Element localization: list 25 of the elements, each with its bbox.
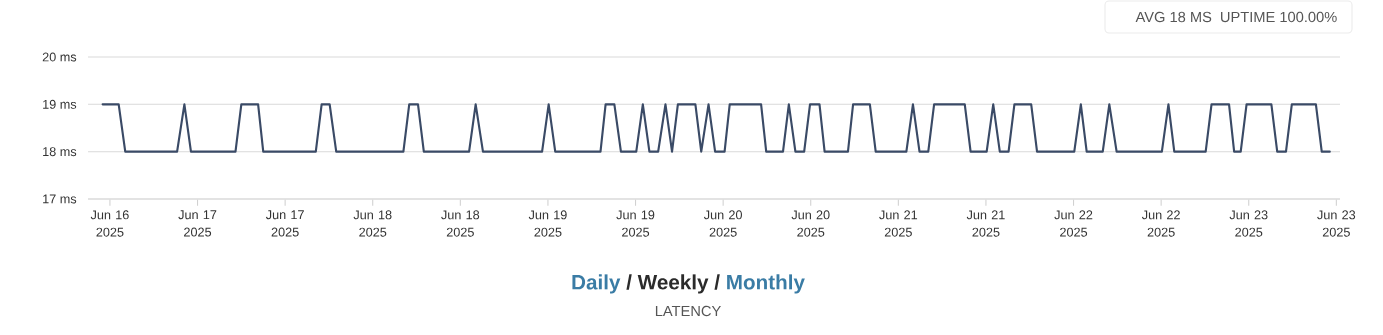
x-tick-label: Jun 22 2025 bbox=[1141, 210, 1180, 237]
y-tick-label: 19 ms bbox=[43, 99, 77, 109]
x-axis-title: LATENCY bbox=[655, 305, 721, 317]
text: UPTIME 100.00% bbox=[1221, 11, 1337, 23]
x-tick-label: Jun 17 2025 bbox=[178, 210, 217, 237]
x-tick-label: Jun 23 2025 bbox=[1229, 210, 1268, 237]
x-tick-label: Jun 16 2025 bbox=[90, 210, 129, 237]
x-tick-label: Jun 17 2025 bbox=[265, 210, 304, 237]
y-tick-label: 18 ms bbox=[43, 147, 77, 157]
x-tick-label: Jun 18 2025 bbox=[441, 210, 480, 237]
y-tick-label: 20 ms bbox=[42, 52, 77, 62]
text: Daily bbox=[572, 274, 621, 294]
text: / Weekly / bbox=[626, 274, 720, 294]
x-tick-label: Jun 22 2025 bbox=[1054, 210, 1093, 237]
x-tick-label: Jun 18 2025 bbox=[353, 210, 392, 237]
x-tick-label: Jun 21 2025 bbox=[966, 210, 1005, 237]
x-tick-label: Jun 23 2025 bbox=[1317, 210, 1356, 237]
x-tick-label: Jun 21 2025 bbox=[879, 210, 918, 237]
x-tick-label: Jun 19 2025 bbox=[528, 210, 567, 237]
y-tick-label: 17 ms bbox=[43, 194, 77, 204]
text: Monthly bbox=[727, 274, 805, 294]
text: AVG 18 MS bbox=[1135, 11, 1212, 23]
x-tick-label: Jun 20 2025 bbox=[791, 210, 830, 237]
x-tick-label: Jun 20 2025 bbox=[703, 210, 742, 237]
x-tick-label: Jun 19 2025 bbox=[616, 210, 655, 237]
